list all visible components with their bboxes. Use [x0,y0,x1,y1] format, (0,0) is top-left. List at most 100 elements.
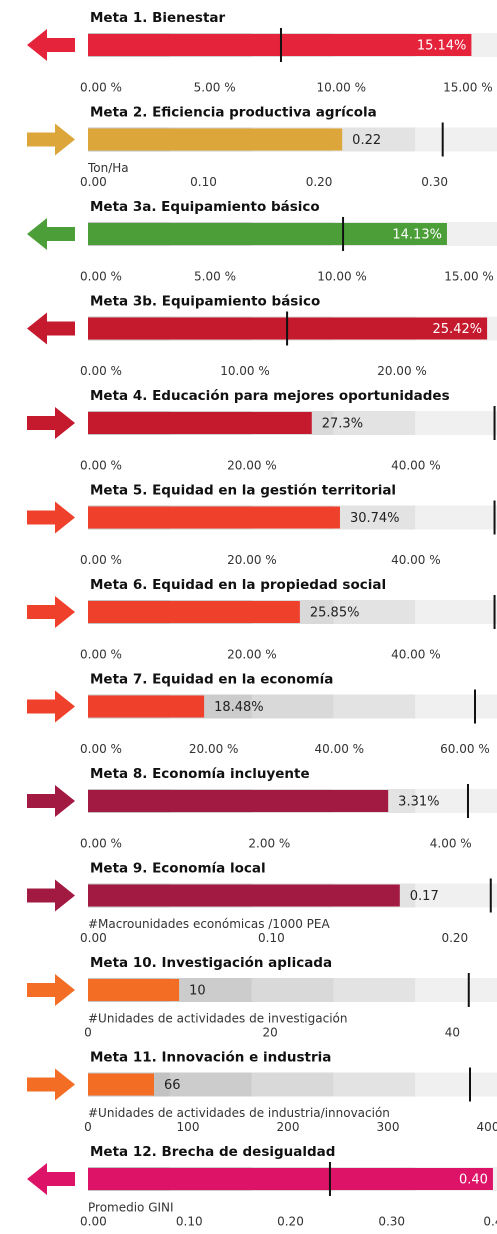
meta-title: Meta 11. Innovación e industria [90,1050,331,1066]
value-label: 25.85% [310,606,360,621]
range-band [415,883,497,908]
value-bar [88,128,343,151]
x-tick-label: 0.10 [258,931,285,945]
x-tick-label: 0.00 % [80,459,122,473]
x-tick-label: 0.00 % [80,742,122,756]
x-tick-label: 0.00 % [80,81,122,95]
direction-arrow [27,974,75,1006]
x-tick-label: 0.00 [80,1215,107,1229]
x-tick-label: 10.00 % [317,270,367,284]
x-tick-label: 0 [84,1120,92,1134]
meta-title: Meta 10. Investigación aplicada [90,955,332,971]
x-tick-label: 4.00 % [430,837,472,851]
value-label: 27.3% [322,417,363,432]
range-band [169,1072,253,1097]
x-tick-label: 20.00 % [227,553,277,567]
value-bar [88,979,180,1001]
value-label: 10 [189,984,206,999]
value-label: 15.14% [417,39,467,54]
value-label: 0.40 [459,1173,488,1188]
direction-arrow [27,407,75,439]
value-label: 18.48% [214,700,264,715]
x-tick-label: 15.00 % [444,270,494,284]
x-tick-label: 5.00 % [194,270,236,284]
x-tick-label: 200 [277,1120,300,1134]
value-label: 30.74% [350,511,400,526]
direction-arrow [27,596,75,628]
direction-arrow [27,1163,75,1195]
unit-label: #Macrounidades económicas /1000 PEA [88,917,330,931]
x-tick-label: 20.00 % [227,648,277,662]
unit-label: Promedio GINI [88,1201,174,1215]
x-tick-label: 40.00 % [391,648,441,662]
x-tick-label: 0.20 [277,1215,304,1229]
x-tick-label: 40 [445,1026,460,1040]
direction-arrow [27,29,75,61]
direction-arrow [27,690,75,723]
x-tick-label: 0.00 % [80,837,122,851]
x-tick-label: 5.00 % [194,81,236,95]
x-tick-label: 10.00 % [220,364,270,378]
x-tick-label: 0.4 [483,1215,497,1229]
value-label: 3.31% [398,795,439,810]
x-tick-label: 0.00 % [80,364,122,378]
direction-arrow [27,501,75,534]
x-tick-label: 0.30 [421,175,448,189]
x-tick-label: 20.00 % [189,742,239,756]
value-bar [88,601,300,623]
range-band [251,1072,334,1097]
direction-arrow [27,218,75,250]
x-tick-label: 10.00 % [316,81,366,95]
x-tick-label: 0 [84,1026,92,1040]
direction-arrow [27,123,75,156]
unit-label: #Unidades de actividades de industria/in… [88,1106,390,1120]
x-tick-label: 60.00 % [440,742,490,756]
value-bar [88,1168,493,1190]
x-tick-label: 20.00 % [377,364,427,378]
value-label: 14.13% [392,228,442,243]
meta-title: Meta 2. Eficiencia productiva agrícola [90,105,377,121]
range-band [415,978,497,1002]
value-bar [88,412,312,434]
x-tick-label: 300 [377,1120,400,1134]
x-tick-label: 0.20 [306,175,333,189]
value-label: 66 [164,1078,181,1093]
range-band [415,600,497,624]
meta-title: Meta 3a. Equipamiento básico [90,199,320,215]
range-band [415,411,497,435]
range-band [333,1072,416,1097]
range-band [251,978,334,1002]
value-bar [88,223,447,245]
value-label: 0.22 [352,133,381,148]
range-band [333,411,416,435]
direction-arrow [27,879,75,912]
direction-arrow [27,785,75,817]
meta-title: Meta 5. Equidad en la gestión territoria… [90,483,396,499]
x-tick-label: 0.00 [80,175,107,189]
x-tick-label: 20 [263,1026,278,1040]
range-band [251,694,334,719]
x-tick-label: 0.00 % [80,648,122,662]
value-bar [88,884,400,907]
x-tick-label: 20.00 % [227,459,277,473]
x-tick-label: 100 [177,1120,200,1134]
range-band [415,1072,497,1097]
meta-title: Meta 3b. Equipamiento básico [90,294,320,310]
value-label: 25.42% [433,322,483,337]
x-tick-label: 0.10 [176,1215,203,1229]
meta-title: Meta 1. Bienestar [90,10,226,26]
x-tick-label: 0.10 [190,175,217,189]
range-band [333,505,416,530]
range-band [415,505,497,530]
range-band [415,127,497,152]
value-bar [88,34,472,56]
meta-title: Meta 7. Equidad en la economía [90,672,333,688]
x-tick-label: 40.00 % [315,742,365,756]
x-tick-label: 2.00 % [248,837,290,851]
range-band [169,978,253,1002]
meta-title: Meta 12. Brecha de desigualdad [90,1144,335,1160]
meta-title: Meta 8. Economía incluyente [90,766,310,782]
x-tick-label: 0.30 [378,1215,405,1229]
